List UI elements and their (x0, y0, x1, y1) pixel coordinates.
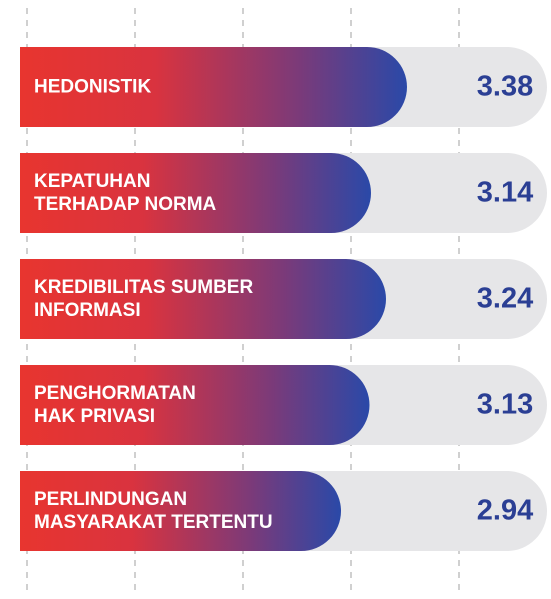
bar (20, 153, 371, 233)
category-label: KREDIBILITAS SUMBER INFORMASI (34, 277, 254, 321)
value-label: 2.94 (477, 495, 533, 527)
value-label: 3.24 (477, 283, 533, 315)
bar (20, 259, 386, 339)
bar (20, 365, 370, 445)
category-label: HEDONISTIK (34, 76, 152, 98)
bar (20, 47, 407, 127)
category-label: PENGHORMATAN HAK PRIVASI (34, 383, 196, 427)
value-label: 3.38 (477, 71, 533, 103)
bar (20, 471, 341, 551)
value-label: 3.14 (477, 177, 533, 209)
category-label: PERLINDUNGAN MASYARAKAT TERTENTU (34, 489, 273, 533)
category-label: KEPATUHAN TERHADAP NORMA (34, 171, 217, 215)
value-label: 3.13 (477, 389, 533, 421)
